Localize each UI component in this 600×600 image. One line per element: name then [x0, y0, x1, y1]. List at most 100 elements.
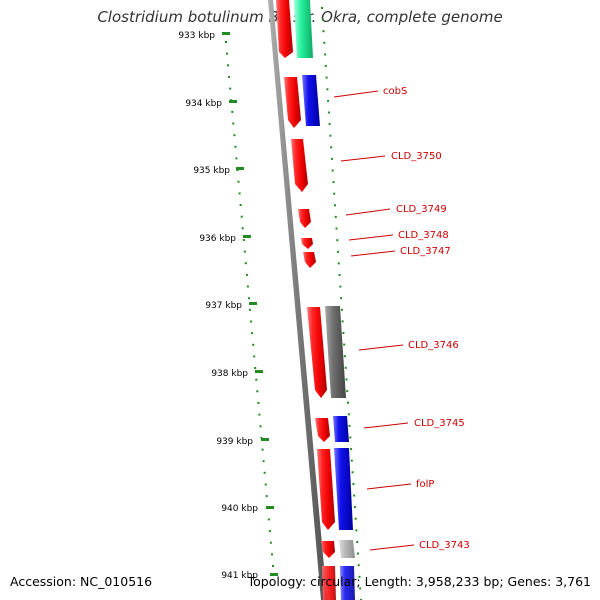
track-dot [231, 110, 234, 113]
track-dot [272, 565, 274, 567]
track-dot [263, 471, 266, 474]
gene-block [294, 0, 313, 58]
gene-label-CLD_3750[interactable]: CLD_3750 [391, 151, 442, 162]
track-dot [359, 587, 362, 590]
track-dot [331, 169, 334, 172]
track-dot [321, 7, 323, 9]
gene-label-CLD_3749[interactable]: CLD_3749 [396, 204, 447, 215]
track-dot [356, 552, 359, 555]
gene-block [302, 75, 320, 126]
gene-label-CLD_3748[interactable]: CLD_3748 [398, 230, 449, 241]
track-dot [256, 390, 259, 393]
gene-arrow [315, 418, 330, 442]
track-dot [337, 262, 340, 265]
track-dot [227, 64, 230, 67]
gene-label-CLD_3743[interactable]: CLD_3743 [419, 540, 470, 551]
track-dot [358, 575, 361, 578]
gene-block [325, 306, 346, 398]
track-dot [241, 227, 244, 230]
gene-arrow [284, 77, 301, 128]
track-dot [242, 239, 245, 241]
track-dot [337, 250, 340, 253]
leader-line [333, 90, 379, 98]
left-dotted-track [225, 41, 274, 567]
track-dot [323, 41, 326, 44]
track-dot [248, 297, 250, 300]
track-dot [265, 495, 268, 498]
track-dot [226, 52, 228, 55]
leader-line [369, 544, 415, 551]
track-dot [257, 402, 260, 404]
scale-tick [266, 506, 274, 509]
track-dot [254, 367, 257, 369]
scale-tick-label: 940 kbp [221, 504, 258, 514]
track-dot [350, 459, 353, 462]
track-dot [334, 204, 336, 207]
gene-label-folP[interactable]: folP [416, 479, 434, 490]
scale-tick [249, 302, 257, 305]
track-dot [264, 483, 267, 486]
scale-tick [261, 438, 269, 441]
track-dot [245, 273, 248, 276]
track-dot [341, 320, 344, 323]
gene-label-cobS[interactable]: cobS [383, 86, 407, 97]
track-dot [255, 378, 258, 381]
track-dot [348, 424, 351, 427]
leader-line [348, 234, 394, 241]
track-dot [353, 506, 356, 509]
track-dot [353, 494, 356, 497]
gene-arrow [298, 209, 311, 228]
track-dot [237, 180, 240, 183]
scale-tick [255, 370, 263, 373]
track-dot [329, 134, 332, 137]
scale-tick-label: 934 kbp [185, 99, 222, 109]
track-dot [333, 192, 336, 195]
track-dot [342, 332, 345, 334]
scale-tick-label: 937 kbp [205, 301, 242, 311]
track-dot [243, 250, 246, 253]
track-dot [340, 297, 343, 300]
track-dot [262, 460, 265, 463]
track-dot [321, 18, 324, 21]
accession-text: Accession: NC_010516 [10, 574, 153, 589]
track-dot [228, 75, 231, 78]
track-dot [251, 332, 254, 335]
track-dot [268, 530, 271, 533]
track-dot [328, 123, 331, 126]
track-dot [327, 99, 330, 102]
scale-tick-label: 936 kbp [199, 234, 236, 244]
track-dot [244, 262, 247, 265]
track-dot [234, 145, 237, 148]
track-dot [334, 215, 337, 218]
scale-tick [243, 235, 251, 238]
gene-label-CLD_3747[interactable]: CLD_3747 [400, 246, 451, 257]
track-dot [357, 564, 360, 567]
track-dot [239, 204, 242, 206]
track-dot [322, 30, 325, 33]
track-dot [267, 518, 270, 521]
scale-tick [229, 100, 237, 103]
track-dot [261, 448, 264, 451]
scale-tick-label: 939 kbp [216, 437, 253, 447]
track-dot [332, 181, 335, 184]
track-dot [246, 285, 249, 288]
track-dot [330, 157, 333, 160]
gene-arrow [291, 139, 308, 192]
track-dot [327, 111, 330, 114]
track-dot [339, 285, 342, 288]
scale-tick-label: 938 kbp [211, 369, 248, 379]
scale-tick-label: 941 kbp [221, 571, 258, 581]
gene-label-CLD_3745[interactable]: CLD_3745 [414, 418, 465, 429]
track-dot [352, 482, 355, 485]
scale-ticks: 933 kbp 934 kbp 935 kbp 936 kbp 937 kbp … [178, 31, 278, 581]
track-dot [343, 355, 346, 358]
track-dot [250, 320, 253, 323]
gene-label-CLD_3746[interactable]: CLD_3746 [408, 340, 459, 351]
track-dot [252, 343, 255, 346]
track-dot [347, 401, 349, 404]
track-dot [225, 41, 227, 43]
leader-line [350, 250, 396, 257]
track-dot [351, 471, 354, 474]
gene-block [339, 540, 355, 558]
track-dot [345, 378, 348, 381]
